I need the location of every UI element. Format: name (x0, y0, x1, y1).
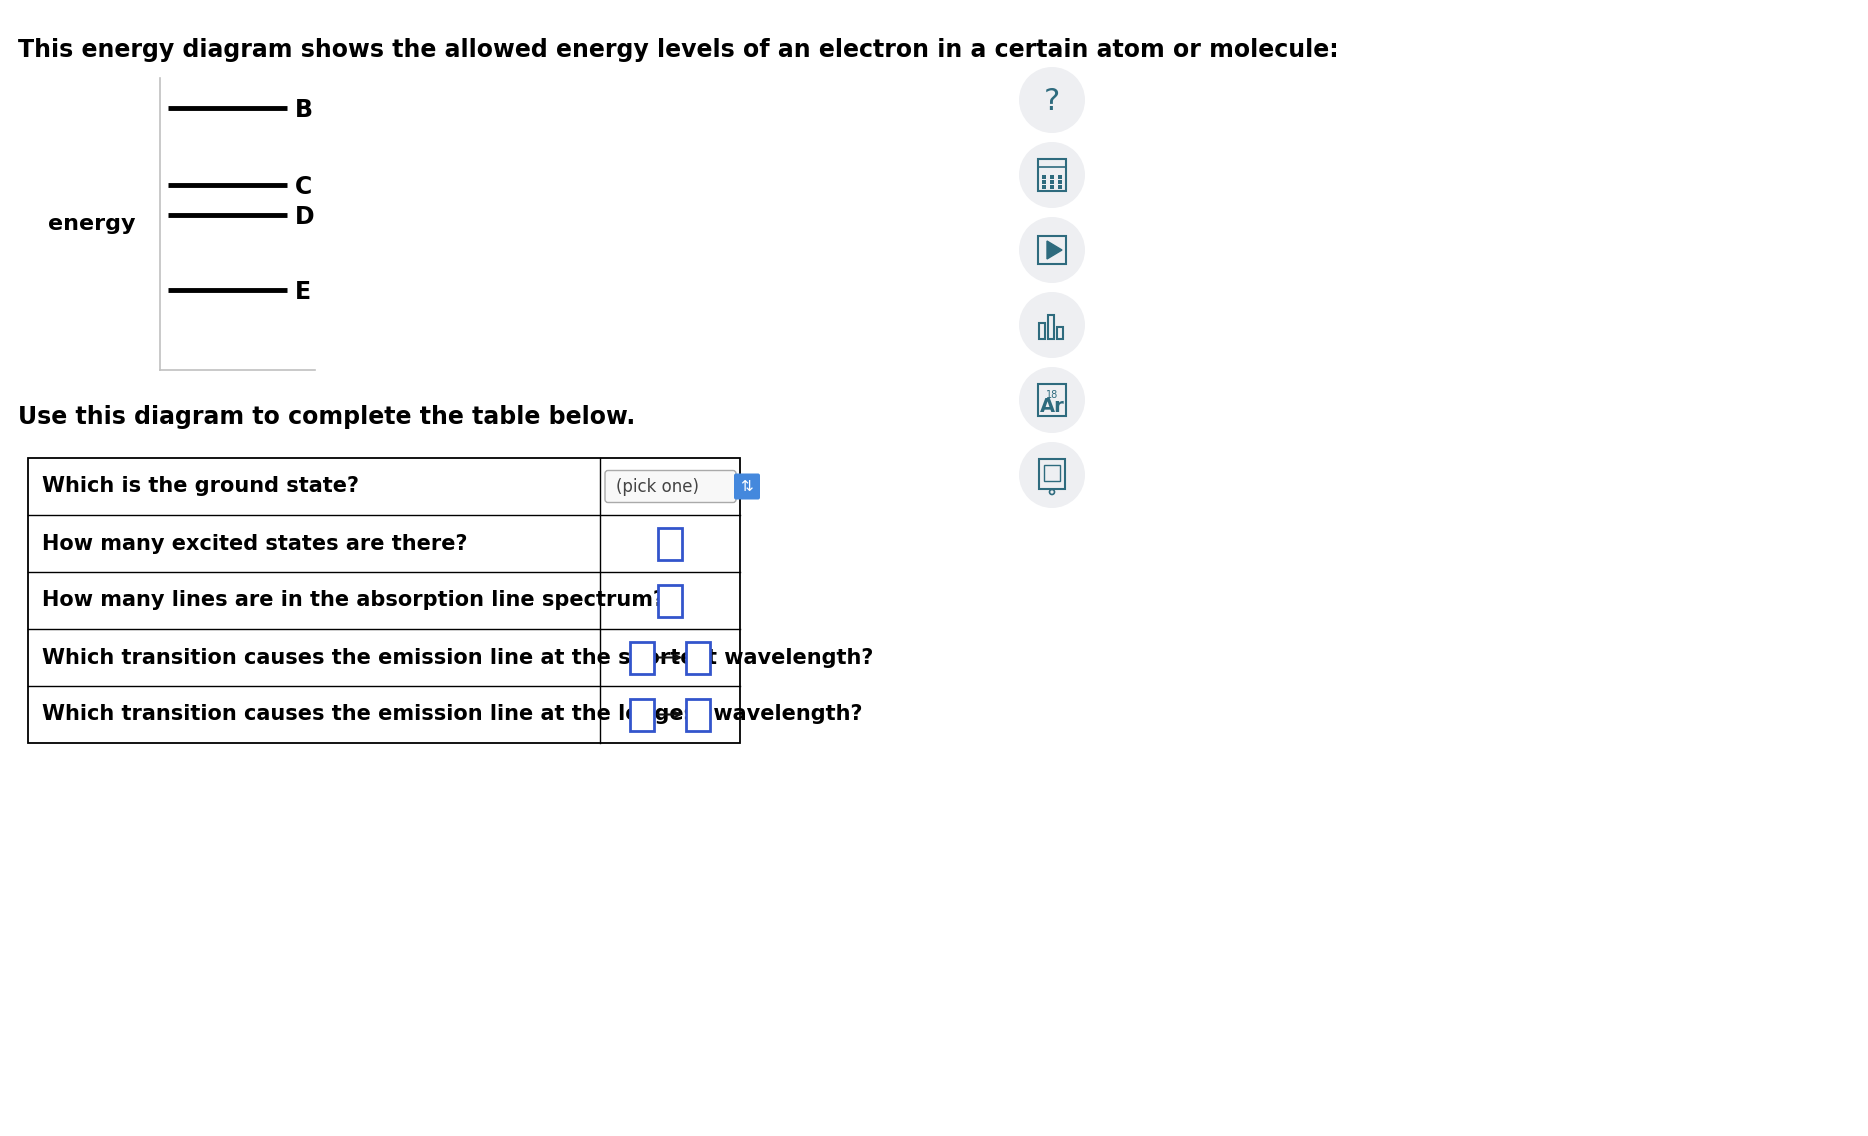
Text: Which is the ground state?: Which is the ground state? (41, 476, 359, 496)
Text: Ar: Ar (1040, 396, 1065, 416)
Bar (1039, 323, 1044, 339)
Bar (630, 699, 654, 730)
Text: Which transition causes the emission line at the longest wavelength?: Which transition causes the emission lin… (41, 704, 863, 725)
Bar (1057, 179, 1063, 184)
Bar (686, 699, 710, 730)
Circle shape (1020, 367, 1085, 433)
Text: energy: energy (49, 214, 136, 234)
Bar (1048, 315, 1054, 339)
Text: This energy diagram shows the allowed energy levels of an electron in a certain : This energy diagram shows the allowed en… (19, 37, 1339, 62)
Text: Which transition causes the emission line at the shortest wavelength?: Which transition causes the emission lin… (41, 648, 874, 668)
Bar (1039, 459, 1065, 488)
Bar (28, 458, 740, 743)
Circle shape (1020, 142, 1085, 208)
Bar (1042, 179, 1046, 184)
Circle shape (1020, 217, 1085, 283)
Bar (658, 585, 682, 617)
Circle shape (1020, 292, 1085, 358)
Text: How many lines are in the absorption line spectrum?: How many lines are in the absorption lin… (41, 591, 665, 610)
Circle shape (1020, 67, 1085, 133)
Text: ⇅: ⇅ (740, 479, 753, 494)
Bar (1042, 185, 1046, 189)
Text: D: D (295, 204, 314, 229)
Bar (1057, 175, 1063, 179)
Bar (1057, 327, 1063, 339)
Bar (1042, 175, 1046, 179)
Bar (1057, 185, 1063, 189)
Text: ?: ? (1044, 87, 1061, 117)
Text: E: E (295, 279, 312, 304)
Text: 18: 18 (1046, 390, 1057, 400)
Text: C: C (295, 175, 312, 199)
Polygon shape (1046, 241, 1063, 259)
Bar (1044, 465, 1059, 481)
Text: How many excited states are there?: How many excited states are there? (41, 534, 467, 553)
FancyBboxPatch shape (605, 470, 736, 502)
Bar (630, 642, 654, 674)
Bar (658, 527, 682, 560)
Circle shape (1020, 442, 1085, 508)
Bar (1039, 384, 1067, 416)
FancyBboxPatch shape (734, 474, 760, 500)
Bar (1039, 159, 1067, 191)
Bar (1039, 236, 1067, 264)
Text: B: B (295, 98, 314, 122)
Bar (1050, 185, 1054, 189)
Bar (686, 642, 710, 674)
Bar (1050, 179, 1054, 184)
Bar (1050, 175, 1054, 179)
Text: Use this diagram to complete the table below.: Use this diagram to complete the table b… (19, 406, 635, 429)
Text: (pick one): (pick one) (616, 477, 699, 495)
